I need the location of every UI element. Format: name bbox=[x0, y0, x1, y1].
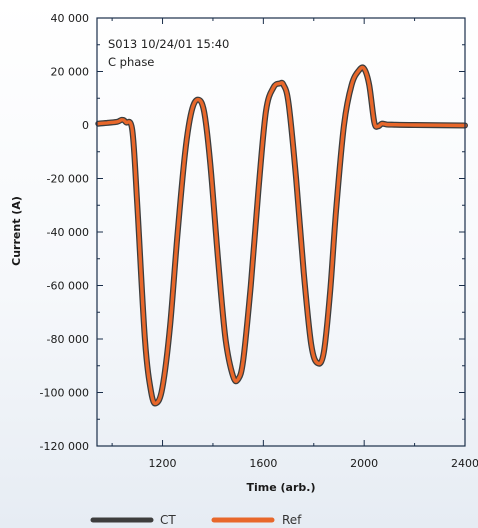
x-tick-label: 2400 bbox=[451, 457, 478, 470]
y-tick-label: -20 000 bbox=[47, 173, 89, 186]
y-tick-label: -60 000 bbox=[47, 280, 89, 293]
y-tick-label: 40 000 bbox=[51, 12, 90, 25]
y-tick-label: -100 000 bbox=[40, 387, 89, 400]
series-layer bbox=[95, 64, 468, 407]
y-tick-label: -120 000 bbox=[40, 440, 89, 453]
plot-frame bbox=[96, 17, 466, 447]
y-tick-label: -40 000 bbox=[47, 226, 89, 239]
y-axis-ticks: 40 000 20 000 0 -20 000 -40 000 -60 000 -80 00… bbox=[40, 12, 465, 453]
series-line-ref bbox=[96, 65, 467, 406]
y-tick-label: 0 bbox=[82, 119, 89, 132]
y-tick-label: 20 000 bbox=[51, 66, 90, 79]
annotation-line-2: C phase bbox=[108, 55, 154, 69]
legend: CT Ref bbox=[90, 513, 302, 527]
x-tick-label: 2000 bbox=[350, 457, 378, 470]
y-axis-title: Current (A) bbox=[10, 196, 23, 266]
x-tick-label: 1200 bbox=[149, 457, 177, 470]
series-line-ct bbox=[95, 64, 468, 407]
legend-label-ct: CT bbox=[160, 513, 176, 527]
x-tick-label: 1600 bbox=[249, 457, 277, 470]
y-tick-label: -80 000 bbox=[47, 333, 89, 346]
annotation-line-1: S013 10/24/01 15:40 bbox=[108, 37, 229, 51]
legend-label-ref: Ref bbox=[282, 513, 302, 527]
x-axis-title: Time (arb.) bbox=[247, 481, 316, 494]
x-axis-ticks: 1200 1600 2000 2400 bbox=[111, 18, 478, 470]
